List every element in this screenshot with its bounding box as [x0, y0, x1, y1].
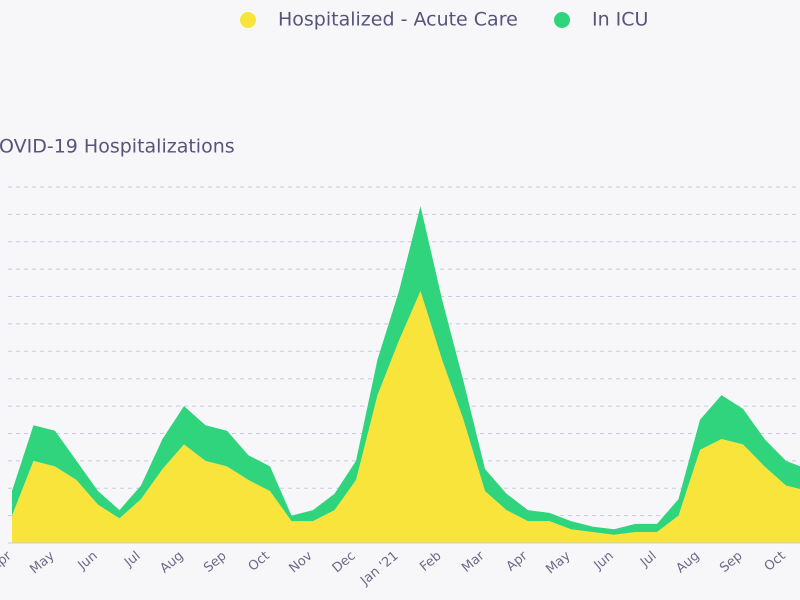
legend-label: In ICU — [592, 9, 648, 31]
x-tick-label: Nov — [286, 548, 315, 576]
x-tick-label: Oct — [246, 549, 273, 575]
legend-label: Hospitalized - Acute Care — [278, 9, 518, 31]
legend-marker — [240, 12, 256, 28]
x-tick-label: Dec — [330, 549, 359, 577]
x-tick-label: Jun — [75, 549, 101, 574]
x-tick-label: Sep — [717, 549, 745, 576]
legend-marker — [554, 12, 570, 28]
x-tick-label: Oct — [762, 549, 789, 575]
x-tick-label: Jan '21 — [357, 549, 401, 590]
x-tick-label: May — [543, 548, 573, 577]
x-tick-label: Sep — [201, 549, 229, 576]
x-tick-label: Apr — [0, 548, 15, 574]
x-tick-label: Aug — [157, 549, 186, 577]
area — [12, 206, 800, 535]
x-tick-label: Mar — [459, 548, 488, 576]
x-tick-label: Jul — [121, 549, 143, 571]
chart-title: OVID-19 Hospitalizations — [0, 136, 235, 158]
x-tick-label: Jun — [591, 549, 617, 574]
x-tick-label: Aug — [673, 549, 702, 577]
x-tick-label: May — [27, 548, 57, 577]
area — [12, 291, 800, 543]
x-tick-label: Jul — [637, 549, 659, 571]
x-tick-label: Feb — [417, 549, 444, 575]
x-tick-label: Apr — [504, 548, 531, 574]
